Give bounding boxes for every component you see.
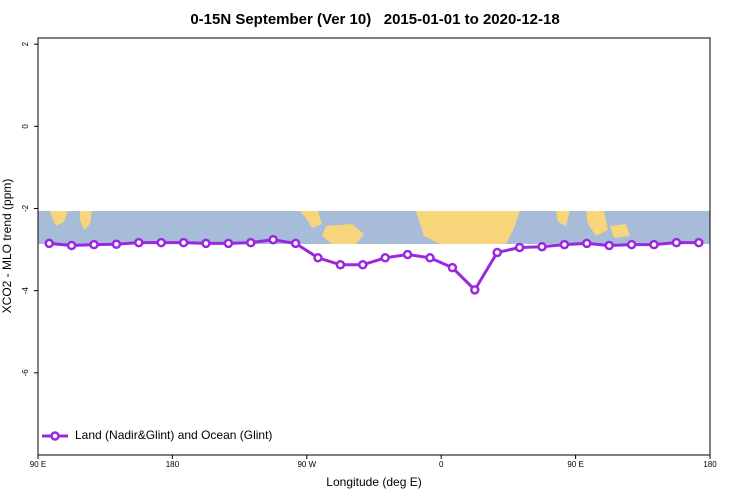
legend-marker bbox=[50, 431, 60, 441]
data-point bbox=[246, 237, 256, 248]
data-point bbox=[201, 238, 211, 249]
data-point bbox=[626, 239, 637, 250]
data-point bbox=[134, 237, 144, 248]
data-point bbox=[425, 253, 435, 263]
data-point bbox=[335, 260, 346, 270]
data-point bbox=[470, 285, 480, 295]
x-tick-label: 90 W bbox=[297, 460, 316, 469]
data-point bbox=[537, 241, 547, 252]
data-point bbox=[604, 240, 614, 251]
data-point bbox=[44, 238, 54, 249]
data-point bbox=[268, 234, 278, 245]
data-point bbox=[358, 260, 368, 270]
y-tick-label: -2 bbox=[21, 204, 30, 212]
y-tick-label: -4 bbox=[21, 287, 30, 295]
data-point bbox=[66, 240, 77, 251]
legend-label: Land (Nadir&Glint) and Ocean (Glint) bbox=[75, 428, 272, 442]
y-axis-label: XCO2 - MLO trend (ppm) bbox=[0, 179, 14, 314]
y-tick-label: -6 bbox=[21, 369, 30, 377]
data-point bbox=[89, 239, 99, 250]
x-tick-label: 90 E bbox=[567, 460, 583, 469]
map-background bbox=[38, 211, 710, 244]
data-point bbox=[290, 238, 301, 249]
data-point bbox=[582, 238, 592, 249]
y-tick-label: 0 bbox=[21, 124, 30, 129]
data-point bbox=[223, 238, 234, 249]
x-axis-label: Longitude (deg E) bbox=[326, 475, 421, 489]
data-point bbox=[313, 253, 323, 263]
data-point bbox=[559, 239, 570, 250]
x-tick-label: 90 E bbox=[30, 460, 46, 469]
x-tick-label: 180 bbox=[166, 460, 180, 469]
plot-frame bbox=[37, 37, 711, 456]
data-point bbox=[402, 249, 413, 260]
data-point bbox=[514, 242, 525, 253]
x-tick-label: 180 bbox=[703, 460, 717, 469]
x-tick-label: 0 bbox=[439, 460, 444, 469]
y-tick-label: 2 bbox=[21, 41, 30, 46]
data-point bbox=[649, 239, 659, 250]
data-point bbox=[447, 262, 458, 273]
series-line bbox=[49, 238, 699, 293]
data-point bbox=[492, 247, 502, 258]
data-point bbox=[178, 237, 189, 248]
data-point bbox=[156, 237, 166, 248]
data-point bbox=[380, 253, 390, 263]
data-point bbox=[111, 239, 122, 249]
data-point bbox=[694, 237, 704, 248]
data-point bbox=[671, 237, 682, 248]
chart-title: 0-15N September (Ver 10) 2015-01-01 to 2… bbox=[190, 11, 559, 28]
